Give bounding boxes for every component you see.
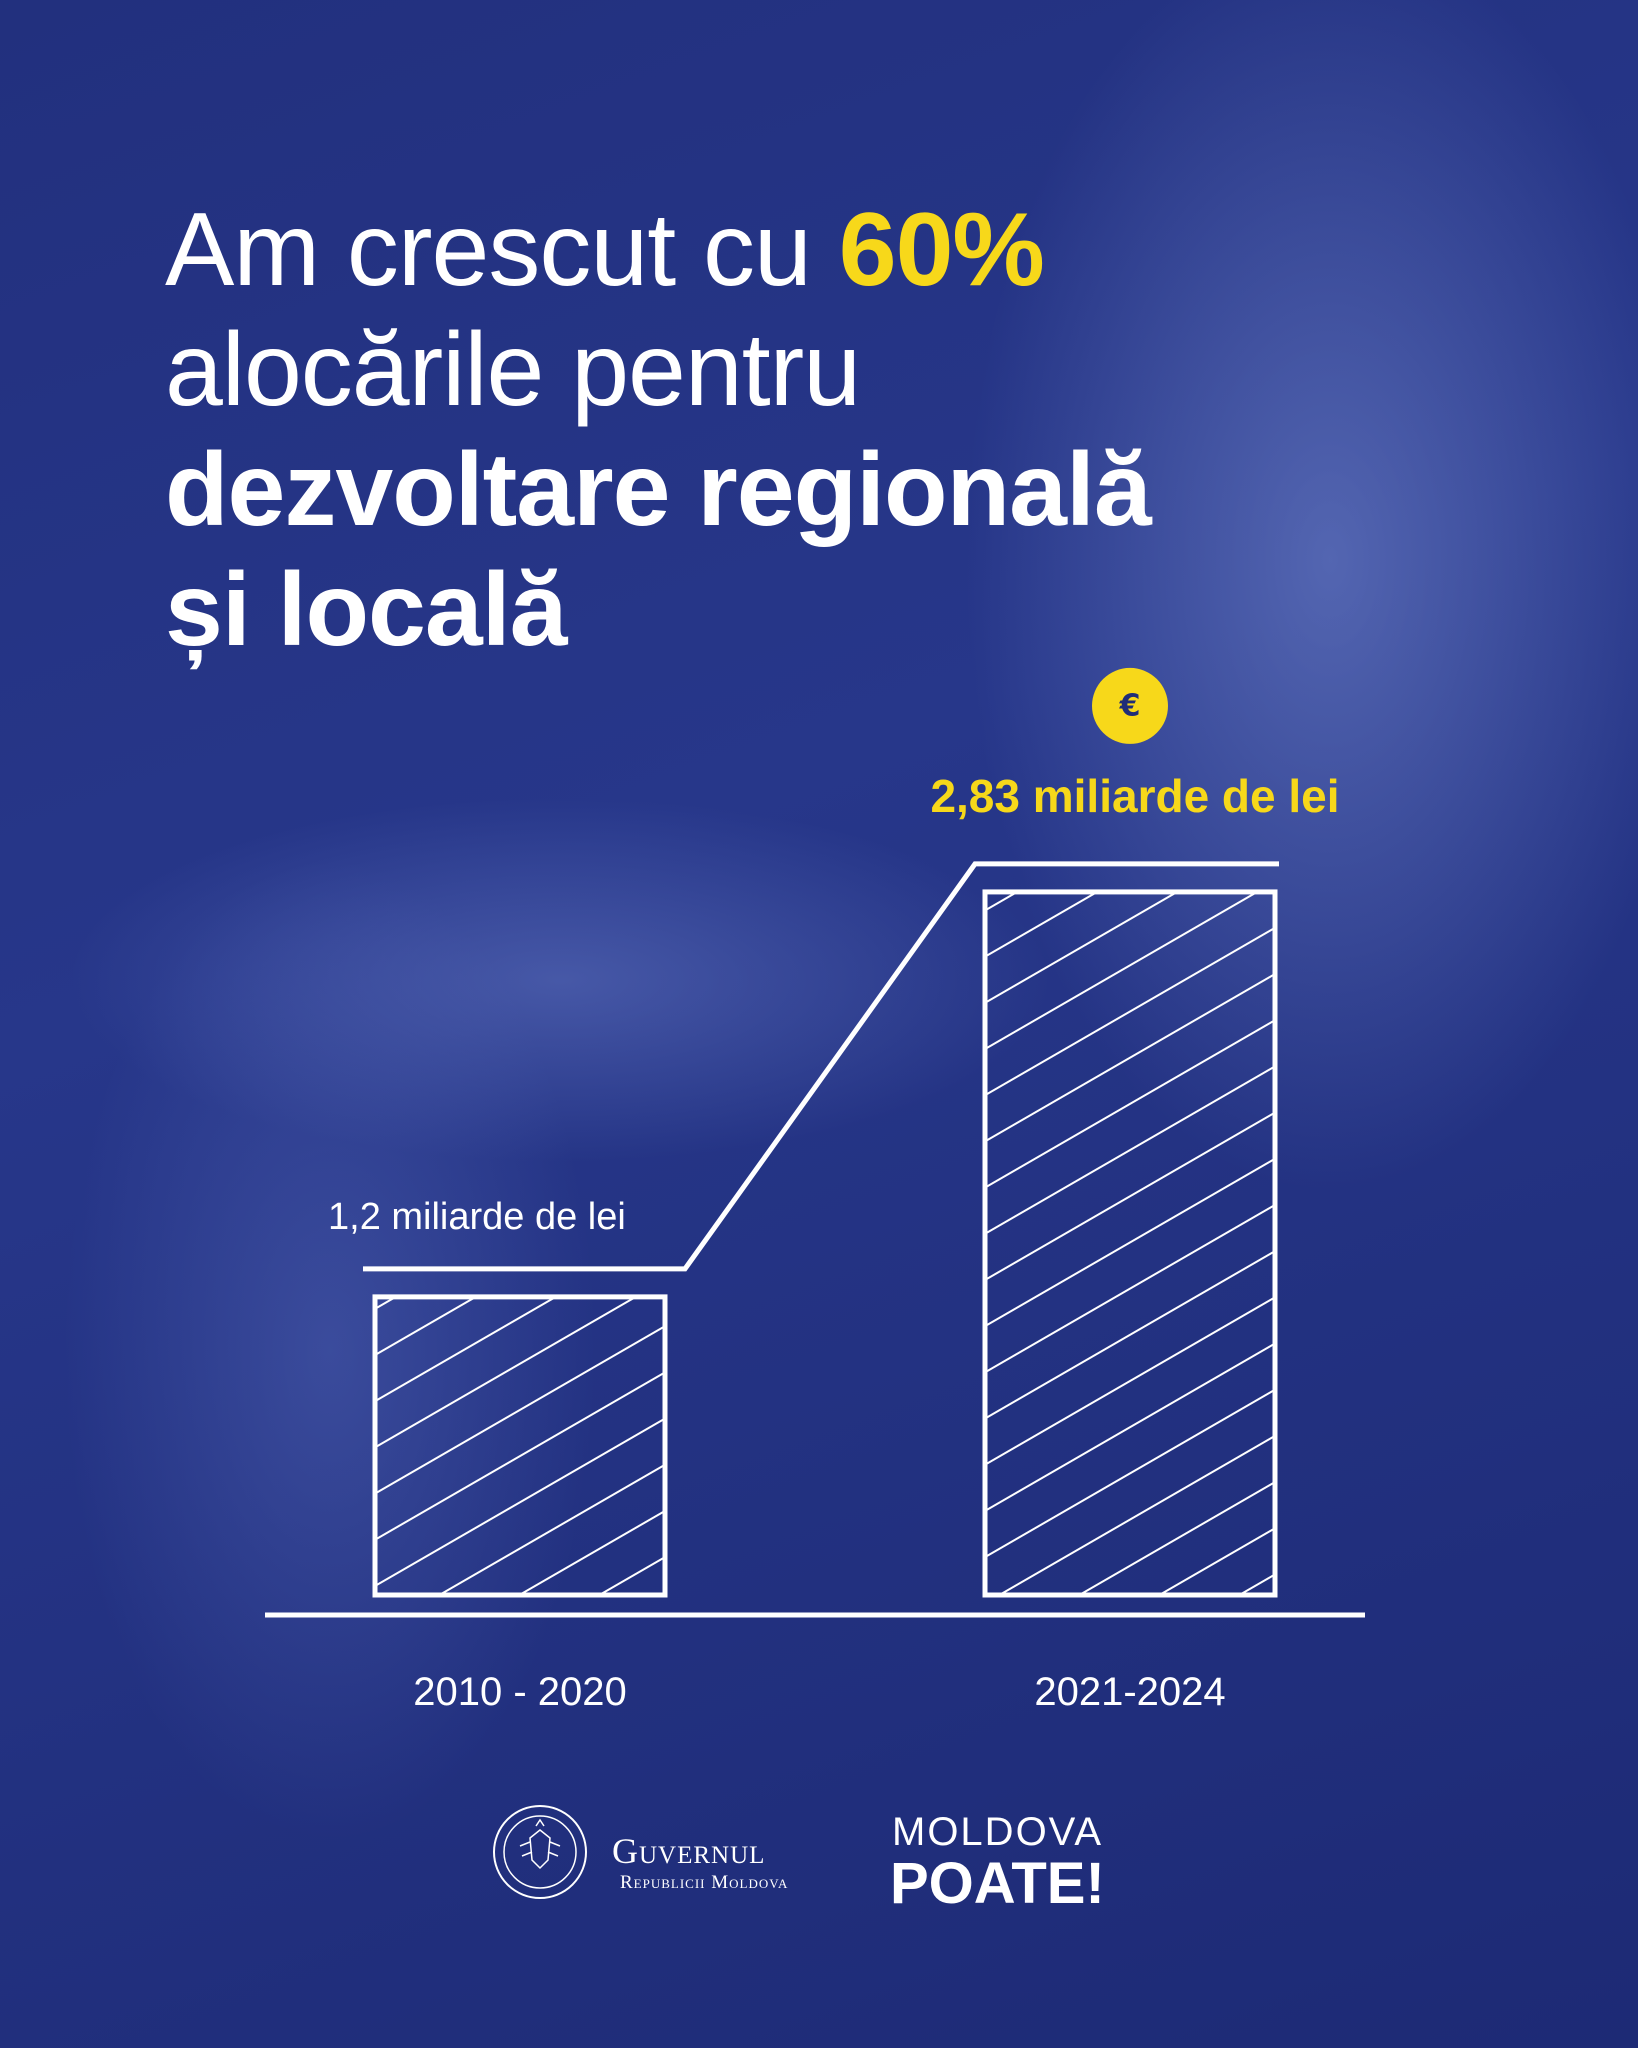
euro-sign: € [1119, 688, 1141, 723]
headline-line-3: dezvoltare regională [165, 432, 1152, 548]
brand-logo-top: MOLDOVA [892, 1810, 1104, 1854]
headline: Am crescut cu 60% alocările pentru dezvo… [165, 190, 1465, 670]
x-tick-label-2: 2021-2024 [1034, 1670, 1225, 1714]
headline-accent-percent: 60% [838, 192, 1045, 308]
bar-2 [982, 889, 1278, 1598]
euro-badge: € [1092, 667, 1168, 744]
bar-1 [372, 1294, 668, 1598]
footer: Guvernul Republicii Moldova MOLDOVA POAT… [0, 1800, 1638, 1940]
trend-connector-line [363, 861, 1279, 1272]
government-subtitle: Republicii Moldova [620, 1872, 789, 1893]
brand-logo-bottom: POATE! [890, 1851, 1105, 1916]
headline-line-2: alocările pentru [165, 312, 861, 428]
headline-line-1-text: Am crescut cu [165, 192, 839, 308]
headline-line-1: Am crescut cu 60% [165, 190, 1465, 310]
data-label-2: 2,83 miliarde de lei [930, 770, 1339, 822]
x-tick-label-1: 2010 - 2020 [413, 1670, 627, 1714]
headline-line-4: și locală [165, 552, 567, 668]
data-label-1: 1,2 miliarde de lei [328, 1196, 626, 1238]
government-seal-icon [493, 1805, 587, 1899]
government-name: Guvernul [612, 1831, 766, 1871]
euro-icon [1092, 667, 1168, 744]
bar-chart: 2010 - 2020 2021-2024 1,2 miliarde de lei 2… [265, 667, 1365, 1714]
